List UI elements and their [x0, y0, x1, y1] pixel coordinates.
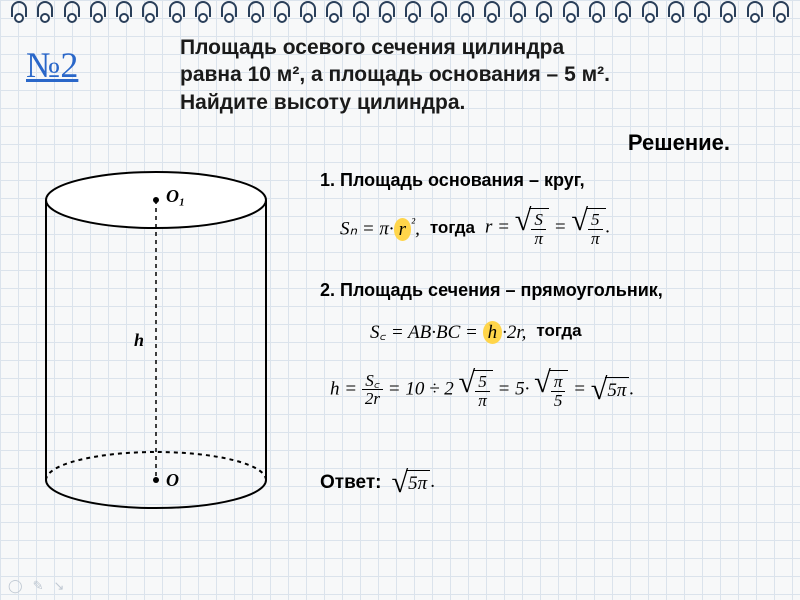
problem-line-1: Площадь осевого сечения цилиндра — [180, 36, 564, 59]
cylinder-diagram: O₁ Oh — [26, 150, 286, 530]
formula-h: h = S꜀2r = 10 ÷ 2 5π = 5· π5 = 5π. — [330, 370, 634, 410]
formula-sc: S꜀ = AB·BC = h·2r, — [370, 318, 526, 344]
problem-line-3: Найдите высоту цилиндра. — [180, 91, 465, 114]
svg-text:h: h — [134, 330, 144, 350]
footer-icon-1[interactable]: ◯ — [8, 578, 23, 594]
svg-text:O: O — [166, 470, 179, 490]
worksheet-page: №2 Площадь осевого сечения цилиндра равн… — [0, 0, 800, 600]
svg-text:O₁: O₁ — [166, 186, 185, 206]
problem-line-2: равна 10 м², а площадь основания – 5 м². — [180, 63, 610, 86]
formula-r: r = Sπ = 5π. — [485, 208, 610, 248]
step-2-text: 2. Площадь сечения – прямоугольник, — [320, 280, 663, 301]
answer-line: Ответ: 5π. — [320, 470, 435, 495]
step-2-then: тогда — [536, 321, 581, 341]
step-1-formulas: Sₙ = π·r², тогда r = Sπ = 5π. — [340, 208, 610, 248]
step-2-formulas: S꜀ = AB·BC = h·2r, тогда — [370, 318, 582, 344]
spiral-binding — [0, 0, 800, 22]
answer-label: Ответ: — [320, 472, 381, 494]
problem-statement: Площадь осевого сечения цилиндра равна 1… — [180, 34, 740, 116]
footer-icon-2[interactable]: ✎ — [33, 578, 44, 594]
step-1-then: тогда — [430, 218, 475, 238]
footer-toolbar: ◯ ✎ ↘ — [8, 578, 64, 594]
footer-icon-3[interactable]: ↘ — [53, 578, 64, 594]
formula-sn: Sₙ = π·r², — [340, 215, 420, 240]
solution-block: Решение. 1. Площадь основания – круг, Sₙ… — [310, 130, 780, 570]
step-3-formulas: h = S꜀2r = 10 ÷ 2 5π = 5· π5 = 5π. — [330, 370, 634, 410]
solution-title: Решение. — [628, 130, 730, 156]
problem-number: №2 — [26, 44, 78, 86]
step-1-text: 1. Площадь основания – круг, — [320, 170, 585, 191]
answer-value: 5π. — [391, 470, 434, 495]
